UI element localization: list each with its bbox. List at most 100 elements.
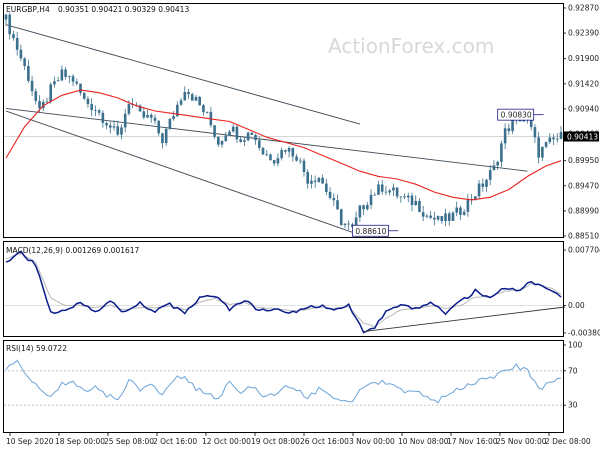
candle-body [71,76,75,82]
candle [56,76,60,82]
candle-body [336,200,339,210]
candle-body [213,125,216,137]
candle [447,211,451,226]
candle-body [354,217,358,228]
candle-body [269,154,272,161]
candle-body [261,147,265,155]
candle [68,75,71,84]
annotation-label: 0.90830 [501,111,532,120]
rsi-line [5,359,562,404]
candle-body [552,137,555,140]
macd-tick-label: 0.00 [568,301,585,310]
channel-line-0 [5,24,360,125]
candle [317,176,321,183]
candle-body [45,101,49,103]
candle-body [94,109,97,111]
candle [153,114,157,125]
candle [418,198,421,213]
candle [369,189,373,210]
time-tick-label: 2 Oct 16:00 [153,437,197,446]
candle-body [138,105,142,112]
candle-body [373,194,377,196]
candle-body [339,209,343,225]
candle-body [380,184,384,192]
candle-body [537,137,540,158]
candle [276,153,280,167]
candle [298,157,302,165]
candle [366,201,369,211]
macd-tick-label: 0.007704 [568,246,600,255]
candle [284,149,287,155]
candle [205,111,209,114]
candle [146,109,149,119]
candle-body [246,132,250,141]
candle-body [86,98,90,105]
candle [12,30,15,41]
channel-line-1 [5,110,353,233]
price-channel [5,24,528,233]
candle [380,179,384,195]
candle [224,131,228,142]
candle-body [414,200,418,206]
moving-average [5,89,562,201]
candle-body [224,135,228,141]
candle-body [541,146,544,158]
candle-body [425,215,429,217]
candle-body [82,92,86,99]
candle-body [228,131,231,136]
candle [313,175,317,188]
candle [392,183,395,197]
candle-body [492,165,496,171]
time-tick-label: 17 Nov 16:00 [447,437,498,446]
candle-body [220,140,224,145]
candle [34,88,38,105]
candle-body [157,120,161,134]
candle [116,120,120,136]
candle [108,121,112,134]
candle [246,131,250,142]
rsi-plot [4,359,563,406]
candle [164,126,168,147]
candle-body [332,197,336,201]
price-tick-label: 0.92390 [568,29,599,38]
time-tick-label: 18 Sep 00:00 [55,437,105,446]
candle [49,82,52,104]
candle-body [310,180,313,184]
candle [347,220,350,230]
candle [53,76,56,88]
candle [75,78,79,86]
time-tick-label: 26 Oct 16:00 [300,437,349,446]
candle [503,123,507,150]
candle [362,204,365,216]
candle [395,187,399,200]
candle-body [369,194,373,206]
candle-body [198,96,201,106]
candle [451,211,455,222]
last-price-box [564,131,599,142]
candle [488,165,492,186]
candle [555,133,559,143]
candle-body [15,38,19,50]
macd-trendline [363,306,566,332]
candle-body [19,49,23,59]
candle-body [190,94,194,101]
candle-body [284,150,287,152]
candle [168,118,172,131]
last-price-label: 0.90413 [567,132,598,141]
candle-body [377,184,380,195]
candle-body [548,137,552,143]
candle [559,126,563,140]
candle [477,180,481,200]
annotation-box [497,108,535,121]
candle-body [500,143,503,162]
price-tick-label: 0.92870 [568,4,599,13]
candle [60,65,64,82]
candle [287,146,291,158]
candle [120,124,123,139]
candle-body [101,112,105,123]
candle [295,154,298,162]
candle-body [433,217,436,220]
candle [496,160,499,170]
candle [500,140,503,168]
candle [332,193,336,207]
